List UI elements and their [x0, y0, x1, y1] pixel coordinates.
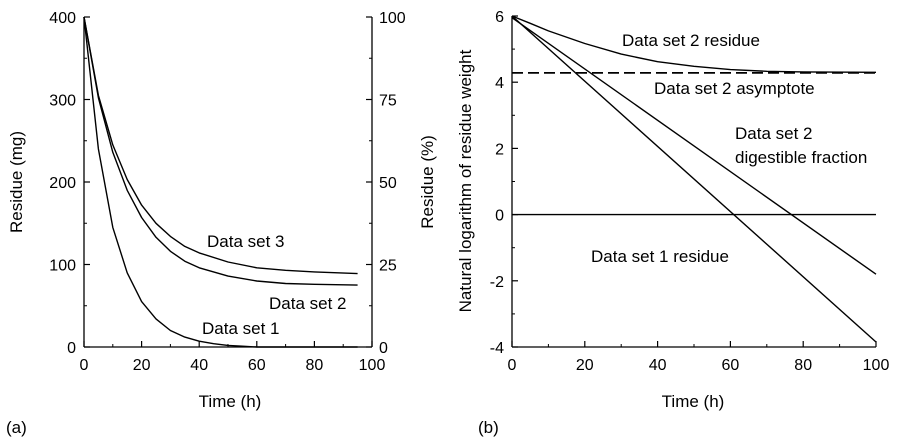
a-x-tick-label: 40 — [190, 357, 208, 374]
panel-label-a: (a) — [6, 418, 27, 437]
a-y2-tick-label: 0 — [379, 340, 388, 357]
b-label-residue: Data set 2 residue — [622, 31, 760, 50]
a-label-set1: Data set 1 — [202, 319, 280, 338]
b-x-tick-label: 100 — [863, 357, 890, 374]
b-series-data-set-1-residue — [511, 15, 877, 343]
b-y-tick-label: 0 — [495, 208, 504, 225]
b-x-tick-label: 80 — [794, 357, 812, 374]
b-y-tick-label: 4 — [495, 75, 504, 92]
a-y-tick-label: 300 — [49, 93, 76, 110]
a-x-tick-label: 60 — [248, 357, 266, 374]
a-y-tick-label: 0 — [67, 340, 76, 357]
a-x-tick-label: 0 — [80, 357, 89, 374]
b-label-set1: Data set 1 residue — [591, 247, 729, 266]
panel-label-b: (b) — [478, 418, 499, 437]
a-series-data-set-3 — [83, 16, 358, 275]
a-series-data-set-2 — [83, 16, 358, 286]
a-label-set2: Data set 2 — [269, 294, 347, 313]
b-x-tick-label: 0 — [508, 357, 517, 374]
a-x-tick-label: 100 — [359, 357, 386, 374]
b-series-data-set-2-residue — [511, 15, 877, 73]
a-y-tick-label: 100 — [49, 258, 76, 275]
b-x-tick-label: 40 — [649, 357, 667, 374]
b-label-digest-1: Data set 2 — [735, 124, 813, 143]
b-label-asymptote: Data set 2 asymptote — [654, 79, 815, 98]
a-y2label: Residue (%) — [418, 135, 437, 229]
b-y-tick-label: 6 — [495, 9, 504, 26]
b-xlabel: Time (h) — [662, 392, 725, 411]
b-x-tick-label: 60 — [722, 357, 740, 374]
a-y2-tick-label: 50 — [379, 175, 397, 192]
b-y-tick-label: -2 — [490, 274, 504, 291]
a-y2-tick-label: 25 — [379, 258, 397, 275]
a-y2-tick-label: 75 — [379, 93, 397, 110]
b-x-tick-label: 20 — [576, 357, 594, 374]
b-ylabel: Natural logarithm of residue weight — [456, 49, 475, 312]
b-label-digest-2: digestible fraction — [735, 148, 867, 167]
a-label-set3: Data set 3 — [207, 232, 285, 251]
a-y2-tick-label: 100 — [379, 10, 406, 27]
b-series-data-set-2-digestible-fraction — [511, 17, 877, 275]
a-x-tick-label: 20 — [133, 357, 151, 374]
a-y-tick-label: 200 — [49, 175, 76, 192]
a-xlabel: Time (h) — [199, 392, 262, 411]
b-y-tick-label: 2 — [495, 141, 504, 158]
a-ylabel: Residue (mg) — [7, 131, 26, 233]
a-x-tick-label: 80 — [306, 357, 324, 374]
a-y-tick-label: 400 — [49, 10, 76, 27]
b-y-tick-label: -4 — [490, 340, 504, 357]
a-series-data-set-1 — [83, 16, 358, 348]
